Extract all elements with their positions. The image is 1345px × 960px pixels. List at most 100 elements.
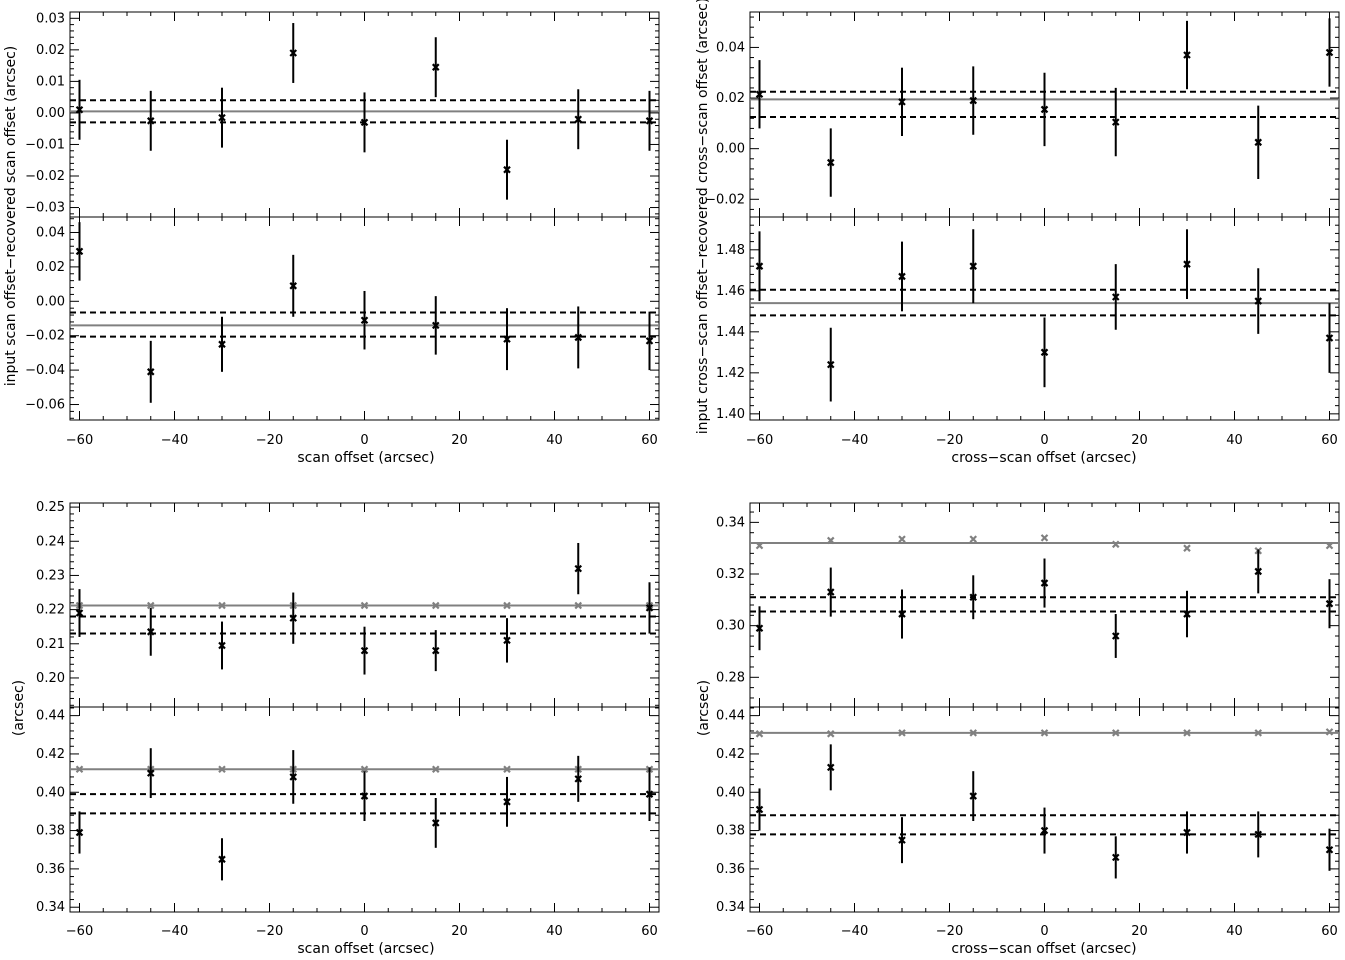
y-tick-label: 0.04 (716, 40, 745, 55)
data-point (431, 765, 440, 774)
y-tick-label: 0.02 (36, 43, 65, 58)
data-point (1183, 729, 1191, 737)
series-0 (75, 23, 654, 200)
data-point (574, 775, 583, 783)
data-point (574, 601, 583, 610)
data-point (1040, 534, 1049, 542)
data-point (360, 646, 369, 655)
series-1 (755, 549, 1334, 658)
x-tick-label: −40 (841, 433, 868, 448)
data-point (1040, 348, 1049, 357)
data-point (218, 641, 226, 650)
data-point (826, 763, 835, 772)
x-tick-label: 40 (546, 433, 563, 448)
chart-0-panel-1: 0.04 0.02 0.00 −0.02 −0.04 −0.06 (25, 216, 660, 421)
data-point (431, 601, 440, 610)
chart-1-panel-1: 1.48 1.46 1.44 1.42 1.40 (716, 216, 1340, 422)
y-tick-label: −0.06 (25, 398, 65, 413)
y-tick-label: 0.42 (716, 747, 745, 762)
data-point (1040, 826, 1049, 835)
x-tick-label: 20 (1131, 433, 1148, 448)
data-point (969, 535, 978, 543)
x-tick-label: 40 (1226, 924, 1243, 939)
data-point (1325, 728, 1334, 736)
data-point (75, 105, 84, 114)
y-tick-label: 1.48 (716, 243, 745, 258)
data-point (1183, 610, 1191, 618)
chart-3-xlabel: cross−scan offset (arcsec) (951, 941, 1136, 957)
data-point (969, 729, 978, 737)
data-point (503, 765, 511, 774)
y-tick-label: 0.24 (36, 534, 65, 549)
y-tick-label: 0.00 (36, 106, 65, 121)
x-tick-label: 20 (451, 433, 468, 448)
data-point (1040, 105, 1049, 114)
data-point (1111, 118, 1120, 126)
data-point (755, 541, 764, 550)
data-point (574, 564, 583, 573)
data-point (645, 790, 654, 798)
data-point (503, 165, 511, 174)
y-tick-label: 0.03 (36, 11, 65, 26)
data-point (755, 90, 764, 99)
x-tick-label: 20 (1131, 924, 1148, 939)
x-tick-label: 40 (546, 924, 563, 939)
y-tick-label: −0.02 (25, 329, 65, 344)
x-tick-label: 20 (451, 924, 468, 939)
data-point (1183, 828, 1191, 837)
x-tick-label: 0 (360, 433, 368, 448)
data-point (75, 765, 84, 774)
y-tick-label: 0.34 (716, 900, 745, 915)
series-0 (75, 222, 654, 403)
x-tick-label: 0 (1040, 924, 1048, 939)
x-tick-label: −60 (746, 433, 773, 448)
x-tick-label: −40 (161, 433, 188, 448)
data-point (1325, 334, 1334, 342)
series-0 (755, 534, 1334, 555)
data-point (431, 646, 440, 655)
y-tick-label: 0.42 (36, 747, 65, 762)
x-tick-label: 40 (1226, 433, 1243, 448)
data-point (1040, 729, 1049, 737)
data-point (503, 601, 511, 610)
data-point (75, 609, 84, 617)
data-point (289, 49, 298, 57)
y-tick-label: 0.02 (36, 260, 65, 275)
series-0 (755, 728, 1334, 738)
chart-2-xlabel: scan offset (arcsec) (297, 941, 434, 957)
data-point (360, 765, 369, 774)
data-point (1254, 830, 1263, 839)
data-point (969, 262, 978, 270)
data-point (755, 624, 764, 633)
data-point (218, 340, 226, 349)
data-point (1325, 48, 1334, 57)
series-0 (755, 229, 1334, 402)
data-point (1040, 579, 1049, 587)
series-1 (75, 542, 654, 675)
chart-2-panel-0: 0.25 0.24 0.23 0.22 0.21 0.20 (36, 500, 660, 708)
chart-0-ylabel: input scan offset−recovered scan offset … (3, 46, 19, 387)
data-point (898, 836, 906, 844)
y-tick-label: 0.40 (36, 785, 65, 800)
data-point (360, 792, 369, 800)
data-point (1111, 729, 1120, 737)
data-point (898, 610, 906, 618)
data-point (146, 117, 155, 125)
data-point (826, 158, 835, 167)
y-tick-label: 0.02 (716, 91, 745, 106)
y-tick-label: 0.00 (716, 142, 745, 157)
chart-cross-scan-offset-residuals: cross−scan offset (arcsec) input cross−s… (695, 0, 1340, 466)
x-tick-label: 60 (641, 433, 658, 448)
data-point (1325, 541, 1334, 550)
data-point (755, 262, 764, 270)
chart-1-ylabel: input cross−scan offset−recovered cross−… (695, 0, 711, 434)
y-tick-label: 0.34 (36, 900, 65, 915)
data-point (146, 769, 155, 777)
data-point (1325, 845, 1334, 854)
data-point (431, 819, 440, 827)
y-tick-label: 0.36 (716, 862, 745, 877)
y-tick-label: −0.03 (25, 201, 65, 216)
y-tick-label: 0.04 (36, 225, 65, 240)
data-point (1111, 853, 1120, 862)
